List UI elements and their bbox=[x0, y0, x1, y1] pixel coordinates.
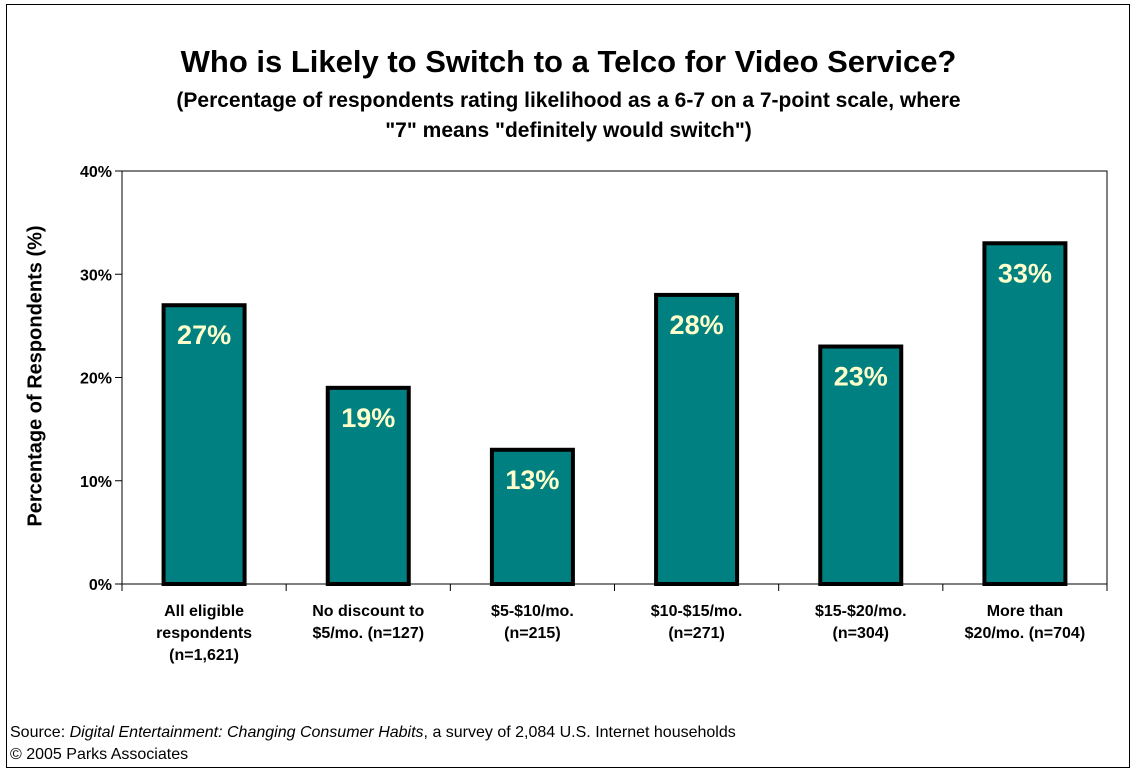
x-tick-label: (n=304) bbox=[833, 625, 889, 642]
x-tick-label: $10-$15/mo. bbox=[651, 603, 743, 620]
source-suffix: , a survey of 2,084 U.S. Internet househ… bbox=[423, 724, 736, 741]
bar bbox=[489, 447, 575, 586]
x-tick-label: $15-$20/mo. bbox=[815, 603, 907, 620]
source-note: Source: Digital Entertainment: Changing … bbox=[10, 723, 736, 743]
chart-title: Who is Likely to Switch to a Telco for V… bbox=[180, 44, 957, 79]
bar bbox=[161, 303, 247, 586]
x-tick-label: $5-$10/mo. bbox=[491, 603, 574, 620]
x-tick-label: (n=271) bbox=[668, 625, 724, 642]
x-tick-label: (n=215) bbox=[504, 625, 560, 642]
source-title: Digital Entertainment: Changing Consumer… bbox=[69, 724, 424, 741]
x-tick-label: $5/mo. (n=127) bbox=[312, 625, 424, 642]
chart-subtitle: (Percentage of respondents rating likeli… bbox=[176, 89, 961, 142]
y-tick-label: 30% bbox=[80, 267, 112, 284]
x-tick-label: respondents bbox=[156, 625, 252, 642]
x-tick-label: All eligible bbox=[164, 603, 244, 620]
bar bbox=[325, 385, 411, 587]
data-label: 19% bbox=[341, 403, 395, 433]
y-tick-label: 10% bbox=[80, 474, 112, 491]
x-tick-label: $20/mo. (n=704) bbox=[965, 625, 1086, 642]
y-tick-label: 20% bbox=[80, 371, 112, 388]
copyright-note: © 2005 Parks Associates bbox=[10, 746, 189, 763]
data-label: 28% bbox=[670, 310, 724, 340]
plot-area bbox=[121, 170, 1108, 585]
x-tick-label: (n=1,621) bbox=[169, 647, 239, 664]
data-label: 27% bbox=[177, 320, 231, 350]
data-label: 23% bbox=[834, 362, 888, 392]
data-label: 33% bbox=[998, 258, 1052, 288]
bar bbox=[654, 292, 740, 586]
data-label: 13% bbox=[505, 465, 559, 495]
bar bbox=[982, 241, 1068, 586]
source-prefix: Source: bbox=[10, 724, 70, 741]
y-tick-label: 40% bbox=[80, 164, 112, 181]
bar bbox=[818, 344, 904, 586]
x-tick-label: More than bbox=[987, 603, 1063, 620]
y-tick-label: 0% bbox=[89, 577, 112, 594]
x-tick-label: No discount to bbox=[312, 603, 424, 620]
chart-frame bbox=[6, 4, 1130, 768]
